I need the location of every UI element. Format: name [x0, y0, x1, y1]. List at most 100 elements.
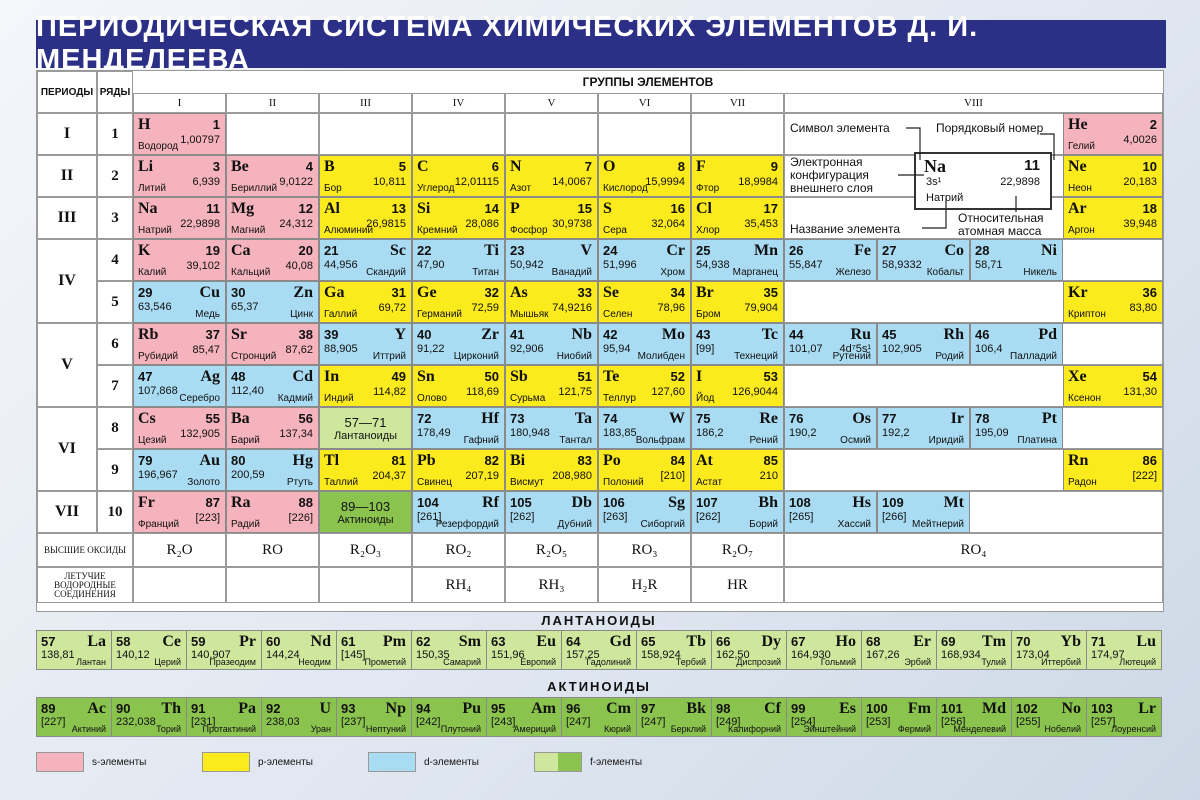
element-s[interactable]: S 16 32,064 Сера [598, 197, 691, 239]
element-si[interactable]: Si 14 28,086 Кремний [412, 197, 505, 239]
element-pa[interactable]: 91 Pa [231] Протактиний [187, 698, 262, 736]
element-ce[interactable]: 58 Ce 140,12 Церий [112, 631, 187, 669]
element-pd[interactable]: Pd 46 106,4 Палладий [970, 323, 1063, 365]
element-nb[interactable]: Nb 41 92,906 Ниобий [505, 323, 598, 365]
element-rn[interactable]: Rn 86 [222] Радон [1063, 449, 1163, 491]
element-pm[interactable]: 61 Pm [145] Прометий [337, 631, 412, 669]
element-hs[interactable]: Hs 108 [265] Хассий [784, 491, 877, 533]
element-es[interactable]: 99 Es [254] Эйнштейний [787, 698, 862, 736]
element-re[interactable]: Re 75 186,2 Рений [691, 407, 784, 449]
element-na[interactable]: Na 11 22,9898 Натрий [133, 197, 226, 239]
element-eu[interactable]: 63 Eu 151,96 Европий [487, 631, 562, 669]
element-ag[interactable]: Ag 47 107,868 Серебро [133, 365, 226, 407]
element-c[interactable]: C 6 12,01115 Углерод [412, 155, 505, 197]
element-fr[interactable]: Fr 87 [223] Франций [133, 491, 226, 533]
element-no[interactable]: 102 No [255] Нобелий [1012, 698, 1087, 736]
element-pt[interactable]: Pt 78 195,09 Платина [970, 407, 1063, 449]
element-md[interactable]: 101 Md [256] Менделевий [937, 698, 1012, 736]
element-ru[interactable]: Ru 44 101,07 Рутений 4d⁷5s¹ [784, 323, 877, 365]
element-w[interactable]: W 74 183,85 Вольфрам [598, 407, 691, 449]
element-i[interactable]: I 53 126,9044 Йод [691, 365, 784, 407]
element-ne[interactable]: Ne 10 20,183 Неон [1063, 155, 1163, 197]
element-h[interactable]: H 1 1,00797 Водород [133, 113, 226, 155]
element-p[interactable]: P 15 30,9738 Фосфор [505, 197, 598, 239]
element-sb[interactable]: Sb 51 121,75 Сурьма [505, 365, 598, 407]
element-ra[interactable]: Ra 88 [226] Радий [226, 491, 319, 533]
element-at[interactable]: At 85 210 Астат [691, 449, 784, 491]
element-li[interactable]: Li 3 6,939 Литий [133, 155, 226, 197]
element-fe[interactable]: Fe 26 55,847 Железо [784, 239, 877, 281]
element-ac[interactable]: 89 Ac [227] Актиний [37, 698, 112, 736]
element-la[interactable]: 57 La 138,81 Лантан [37, 631, 112, 669]
element-mo[interactable]: Mo 42 95,94 Молибден [598, 323, 691, 365]
element-cs[interactable]: Cs 55 132,905 Цезий [133, 407, 226, 449]
actinoids-placeholder[interactable]: 89—103 Актиноиды [319, 491, 412, 533]
element-pb[interactable]: Pb 82 207,19 Свинец [412, 449, 505, 491]
element-er[interactable]: 68 Er 167,26 Эрбий [862, 631, 937, 669]
element-kr[interactable]: Kr 36 83,80 Криптон [1063, 281, 1163, 323]
element-ta[interactable]: Ta 73 180,948 Тантал [505, 407, 598, 449]
element-db[interactable]: Db 105 [262] Дубний [505, 491, 598, 533]
element-co[interactable]: Co 27 58,9332 Кобальт [877, 239, 970, 281]
element-sm[interactable]: 62 Sm 150,35 Самарий [412, 631, 487, 669]
element-f[interactable]: F 9 18,9984 Фтор [691, 155, 784, 197]
element-xe[interactable]: Xe 54 131,30 Ксенон [1063, 365, 1163, 407]
element-te[interactable]: Te 52 127,60 Теллур [598, 365, 691, 407]
element-np[interactable]: 93 Np [237] Нептуний [337, 698, 412, 736]
element-yb[interactable]: 70 Yb 173,04 Иттербий [1012, 631, 1087, 669]
element-tl[interactable]: Tl 81 204,37 Таллий [319, 449, 412, 491]
element-be[interactable]: Be 4 9,0122 Бериллий [226, 155, 319, 197]
element-dy[interactable]: 66 Dy 162,50 Диспрозий [712, 631, 787, 669]
element-k[interactable]: K 19 39,102 Калий [133, 239, 226, 281]
element-rh[interactable]: Rh 45 102,905 Родий [877, 323, 970, 365]
element-pr[interactable]: 59 Pr 140,907 Празеодим [187, 631, 262, 669]
element-al[interactable]: Al 13 26,9815 Алюминий [319, 197, 412, 239]
element-au[interactable]: Au 79 196,967 Золото [133, 449, 226, 491]
element-tc[interactable]: Tc 43 [99] Технеций [691, 323, 784, 365]
element-lu[interactable]: 71 Lu 174,97 Лютеций [1087, 631, 1161, 669]
element-in[interactable]: In 49 114,82 Индий [319, 365, 412, 407]
element-zn[interactable]: Zn 30 65,37 Цинк [226, 281, 319, 323]
element-am[interactable]: 95 Am [243] Америций [487, 698, 562, 736]
element-u[interactable]: 92 U 238,03 Уран [262, 698, 337, 736]
element-os[interactable]: Os 76 190,2 Осмий [784, 407, 877, 449]
element-se[interactable]: Se 34 78,96 Селен [598, 281, 691, 323]
element-ba[interactable]: Ba 56 137,34 Барий [226, 407, 319, 449]
element-pu[interactable]: 94 Pu [242] Плутоний [412, 698, 487, 736]
element-o[interactable]: O 8 15,9994 Кислород [598, 155, 691, 197]
element-as[interactable]: As 33 74,9216 Мышьяк [505, 281, 598, 323]
element-bi[interactable]: Bi 83 208,980 Висмут [505, 449, 598, 491]
element-ge[interactable]: Ge 32 72,59 Германий [412, 281, 505, 323]
element-ga[interactable]: Ga 31 69,72 Галлий [319, 281, 412, 323]
element-fm[interactable]: 100 Fm [253] Фермий [862, 698, 937, 736]
element-sg[interactable]: Sg 106 [263] Сиборгий [598, 491, 691, 533]
element-ca[interactable]: Ca 20 40,08 Кальций [226, 239, 319, 281]
element-zr[interactable]: Zr 40 91,22 Цирконий [412, 323, 505, 365]
element-ti[interactable]: Ti 22 47,90 Титан [412, 239, 505, 281]
lanthanoids-placeholder[interactable]: 57—71 Лантаноиды [319, 407, 412, 449]
element-cl[interactable]: Cl 17 35,453 Хлор [691, 197, 784, 239]
element-mt[interactable]: Mt 109 [266] Мейтнерий [877, 491, 970, 533]
element-cf[interactable]: 98 Cf [249] Калифорний [712, 698, 787, 736]
element-hf[interactable]: Hf 72 178,49 Гафний [412, 407, 505, 449]
element-v[interactable]: V 23 50,942 Ванадий [505, 239, 598, 281]
element-b[interactable]: B 5 10,811 Бор [319, 155, 412, 197]
element-hg[interactable]: Hg 80 200,59 Ртуть [226, 449, 319, 491]
element-rf[interactable]: Rf 104 [261] Резерфордий [412, 491, 505, 533]
element-br[interactable]: Br 35 79,904 Бром [691, 281, 784, 323]
element-ni[interactable]: Ni 28 58,71 Никель [970, 239, 1063, 281]
element-bh[interactable]: Bh 107 [262] Борий [691, 491, 784, 533]
element-ho[interactable]: 67 Ho 164,930 Гольмий [787, 631, 862, 669]
element-sr[interactable]: Sr 38 87,62 Стронций [226, 323, 319, 365]
element-ir[interactable]: Ir 77 192,2 Иридий [877, 407, 970, 449]
element-tb[interactable]: 65 Tb 158,924 Тербий [637, 631, 712, 669]
element-mg[interactable]: Mg 12 24,312 Магний [226, 197, 319, 239]
element-cr[interactable]: Cr 24 51,996 Хром [598, 239, 691, 281]
element-sc[interactable]: Sc 21 44,956 Скандий [319, 239, 412, 281]
element-sn[interactable]: Sn 50 118,69 Олово [412, 365, 505, 407]
element-rb[interactable]: Rb 37 85,47 Рубидий [133, 323, 226, 365]
element-lr[interactable]: 103 Lr [257] Лоуренсий [1087, 698, 1161, 736]
element-mn[interactable]: Mn 25 54,938 Марганец [691, 239, 784, 281]
element-cm[interactable]: 96 Cm [247] Кюрий [562, 698, 637, 736]
element-tm[interactable]: 69 Tm 168,934 Тулий [937, 631, 1012, 669]
